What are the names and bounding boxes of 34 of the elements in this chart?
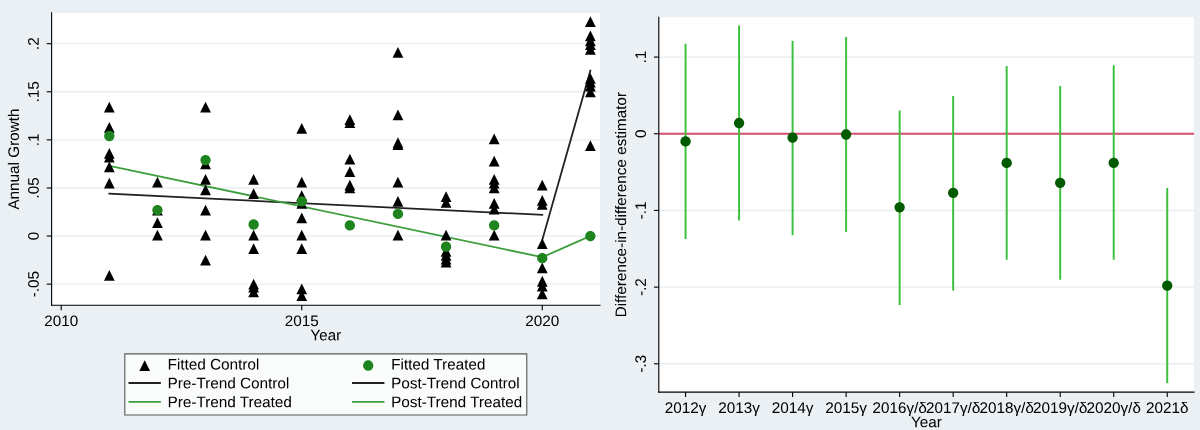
y-tick-label: 0 bbox=[635, 130, 647, 138]
legend-label: Fitted Treated bbox=[392, 358, 485, 370]
y-tick-label: -.05 bbox=[28, 271, 39, 297]
legend-label: Fitted Control bbox=[168, 358, 259, 370]
x-tick-label: 2021δ bbox=[1146, 401, 1188, 414]
x-tick-label: 2019γ/δ bbox=[1033, 401, 1087, 417]
x-tick-label: 2020γ/δ bbox=[1087, 401, 1141, 417]
x-axis-title: Year bbox=[310, 329, 341, 341]
y-tick-label: .1 bbox=[28, 134, 39, 145]
y-tick-label: -.1 bbox=[635, 202, 646, 219]
legend-label: Post-Trend Treated bbox=[392, 396, 522, 408]
y-tick-label: .2 bbox=[28, 38, 39, 49]
x-tick-label: 2016γ/δ bbox=[873, 401, 927, 417]
x-tick-label: 2015 bbox=[285, 315, 319, 327]
legend-label: Pre-Trend Treated bbox=[168, 396, 291, 408]
x-tick-label: 2012γ bbox=[665, 402, 707, 417]
legend-label: Pre-Trend Control bbox=[168, 377, 289, 389]
y-tick-label: .15 bbox=[28, 81, 39, 101]
y-tick-label: -.3 bbox=[635, 355, 647, 373]
x-tick-label: 2020 bbox=[526, 315, 559, 327]
y-tick-label: .05 bbox=[28, 177, 39, 198]
x-tick-label: 2014γ bbox=[772, 402, 814, 417]
y-tick-label: 0 bbox=[28, 232, 39, 240]
y-tick-label: -.2 bbox=[635, 278, 646, 296]
x-tick-label: 2018γ/δ bbox=[980, 401, 1034, 417]
x-tick-label: 2013γ bbox=[719, 402, 760, 417]
x-tick-label: 2017γ/δ bbox=[926, 401, 980, 417]
y-axis-title: Difference-in-difference estimator bbox=[615, 92, 627, 317]
y-axis-title: Annual Growth bbox=[7, 109, 20, 210]
x-tick-label: 2010 bbox=[45, 315, 78, 327]
x-axis-title: Year bbox=[911, 416, 942, 428]
legend-label: Post-Trend Control bbox=[392, 377, 519, 389]
x-tick-label: 2015γ bbox=[826, 402, 867, 417]
y-tick-label: .1 bbox=[635, 51, 646, 63]
